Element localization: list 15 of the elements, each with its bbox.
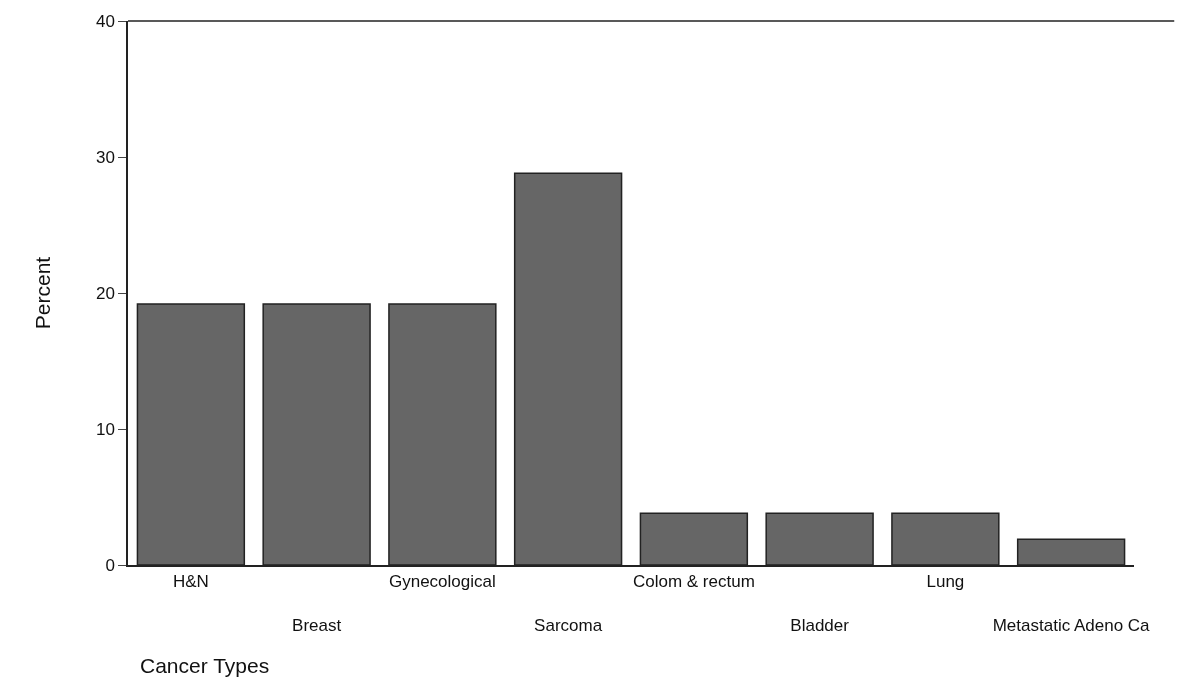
y-tick-label: 30 xyxy=(95,147,115,167)
y-tick-label: 10 xyxy=(95,419,115,439)
x-tick-label: Colom & rectum xyxy=(632,572,755,592)
x-tick-label: Sarcoma xyxy=(534,616,603,636)
x-tick-label: Metastatic Adeno Ca xyxy=(992,616,1151,636)
x-tick-label: Lung xyxy=(926,572,965,592)
y-tick-label: 0 xyxy=(105,555,115,575)
x-tick-label: Gynecological xyxy=(388,572,496,592)
x-tick-label: Bladder xyxy=(790,616,850,636)
y-tick-label: 40 xyxy=(95,11,115,31)
x-tick-label: H&N xyxy=(172,572,209,592)
x-axis-title: Cancer Types xyxy=(140,654,270,678)
y-tick-label: 20 xyxy=(95,283,115,303)
y-axis-title: Percent xyxy=(30,256,54,330)
x-tick-label: Breast xyxy=(292,616,342,636)
